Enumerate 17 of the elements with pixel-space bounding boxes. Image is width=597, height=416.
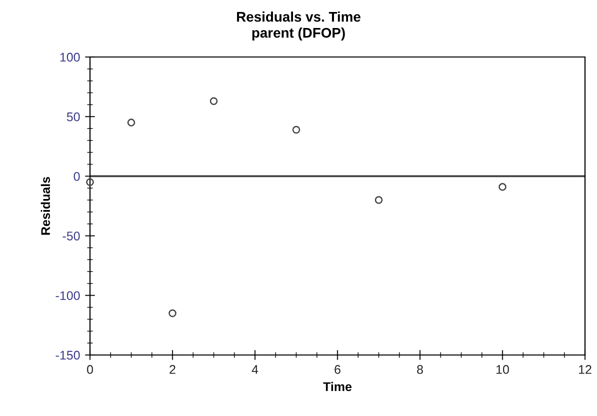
y-tick-label: -50 [62,232,80,240]
x-axis-title: Time [323,382,352,392]
chart-title: Residuals vs. Time [237,12,360,22]
x-tick-label: 0 [87,365,93,374]
y-tick-label: -100 [56,291,80,300]
y-tick-label: 0 [74,172,80,181]
y-tick-label: 50 [66,112,80,122]
x-tick-label: 4 [252,365,258,374]
chart-subtitle: parent (DFOP) [252,28,345,40]
x-tick-label: 10 [496,365,509,374]
x-tick-label: 6 [334,365,340,374]
x-tick-label: 2 [170,365,176,374]
y-tick-label: -150 [56,350,80,360]
x-tick-label: 12 [579,365,592,374]
y-tick-label: 100 [60,52,80,62]
x-tick-label: 8 [417,365,423,374]
y-axis-title: Residuals [40,176,50,235]
